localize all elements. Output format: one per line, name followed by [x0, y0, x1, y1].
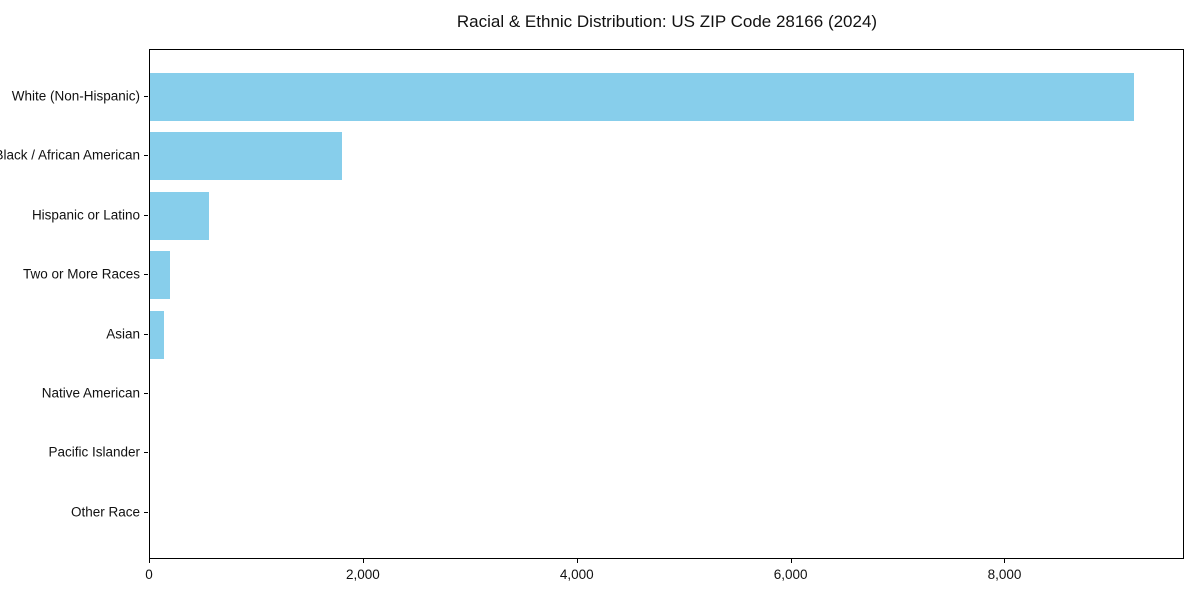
x-tick-mark: [362, 559, 364, 563]
y-tick-label: Black / African American: [0, 147, 140, 163]
bar-hispanic-or-latino: [150, 191, 209, 240]
chart-title: Racial & Ethnic Distribution: US ZIP Cod…: [456, 12, 878, 31]
y-tick-mark: [144, 155, 148, 157]
x-tick-label: 8,000: [987, 567, 1022, 582]
x-tick-label: 4,000: [559, 567, 594, 582]
y-axis-labels: White (Non-Hispanic) Black / African Amer…: [0, 0, 140, 600]
x-tick-label: 0: [145, 567, 153, 582]
y-tick-mark: [144, 96, 148, 97]
y-tick-label: Other Race: [70, 504, 140, 520]
y-tick-mark: [144, 214, 148, 216]
x-tick-label: 6,000: [773, 567, 808, 582]
y-tick-label: Hispanic or Latino: [31, 207, 140, 223]
x-tick-mark: [576, 559, 578, 563]
y-tick-mark: [144, 393, 148, 394]
y-tick-label: White (Non-Hispanic): [11, 88, 140, 104]
y-tick-mark: [144, 274, 148, 276]
x-tick-mark: [790, 559, 792, 563]
y-tick-mark: [144, 511, 148, 513]
bar-white-non-hispanic: [150, 73, 1134, 121]
y-tick-label: Pacific Islander: [48, 444, 140, 460]
y-tick-mark: [144, 452, 148, 454]
bar-asian: [150, 310, 165, 359]
y-tick-label: Asian: [106, 326, 140, 342]
x-tick-mark: [149, 559, 150, 563]
bar-black-african-american: [150, 132, 343, 181]
y-tick-label: Native American: [41, 385, 140, 401]
y-tick-label: Two or More Races: [22, 266, 140, 282]
y-tick-mark: [144, 333, 148, 335]
bar-two-or-more-races: [150, 251, 170, 300]
x-tick-label: 2,000: [345, 567, 380, 582]
plot-area: [149, 49, 1184, 559]
x-tick-mark: [1004, 559, 1006, 563]
